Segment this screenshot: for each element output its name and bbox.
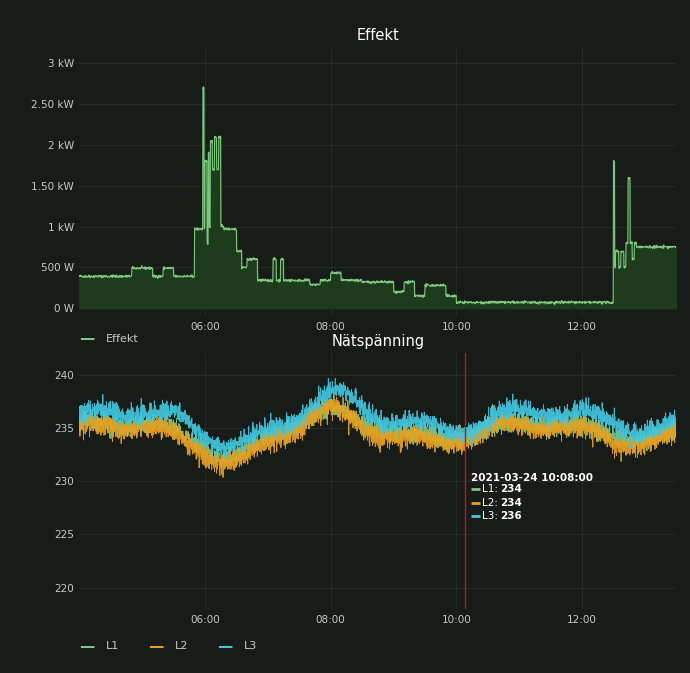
Text: L2:: L2: [482,497,498,507]
Text: L3:: L3: [482,511,498,522]
Text: Effekt: Effekt [106,334,138,343]
Text: L2: L2 [175,641,188,651]
Text: 236: 236 [500,511,522,522]
Text: 234: 234 [500,497,522,507]
Text: —: — [79,639,95,653]
Text: 234: 234 [500,484,522,494]
Text: L1: L1 [106,641,119,651]
Text: —: — [148,639,164,653]
Text: L1:: L1: [482,484,498,494]
Title: Effekt: Effekt [357,28,399,43]
Title: Nätspänning: Nätspänning [331,334,424,349]
Text: 2021-03-24 10:08:00: 2021-03-24 10:08:00 [471,472,593,483]
Text: —: — [79,331,95,346]
Text: —: — [217,639,233,653]
Text: L3: L3 [244,641,257,651]
